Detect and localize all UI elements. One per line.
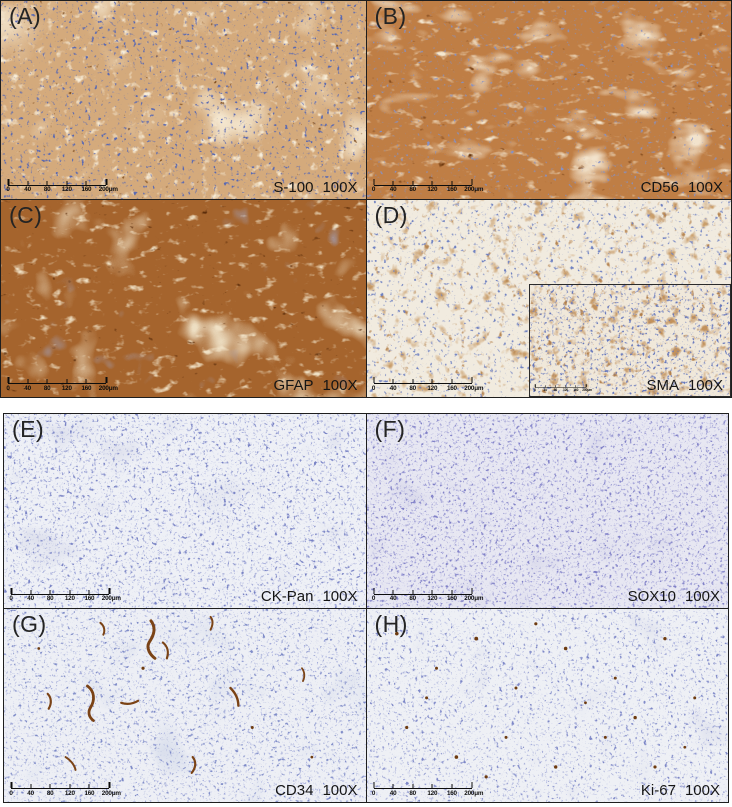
- scale-bar-ruler: [10, 587, 110, 595]
- scale-bar: 0 40 80 120 160 200μm: [6, 377, 118, 392]
- stain-name: CD34: [275, 782, 314, 799]
- figure-block-bottom: (E) 0 40 80 120 160 200μm CK-Pan 100X (F) 0 40…: [3, 413, 729, 803]
- micrograph-image-gfap: [1, 199, 366, 397]
- scale-bar-ruler: [373, 377, 473, 384]
- micrograph-image-ckpan: [4, 414, 366, 608]
- scale-bar-labels: 0 40 80 120 160 200μm: [371, 789, 484, 797]
- stain-label: CD34 100X: [275, 782, 357, 799]
- stain-label: CK-Pan 100X: [261, 588, 358, 605]
- micrograph-image-sox10: [366, 414, 728, 608]
- stain-name: SMA: [646, 377, 679, 394]
- positive-nuclei-dots: [394, 621, 696, 778]
- panel-a-s100: (A) 0 40 80 120 160 200μm S-100 100X: [1, 1, 366, 199]
- magnification: 100X: [322, 178, 358, 196]
- panel-letter: (H): [374, 610, 408, 637]
- panel-letter: (B): [374, 3, 407, 29]
- micrograph-image-cd56: [366, 1, 731, 199]
- vessel-paths: [46, 615, 306, 774]
- scale-bar-ruler: [373, 587, 473, 595]
- stain-name: CD56: [640, 178, 679, 196]
- scale-bar: 0 40 80 120 160 200μm: [534, 384, 593, 392]
- micrograph-image-s100: [1, 1, 366, 199]
- stain-label: SMA 100X: [646, 377, 723, 394]
- scale-bar-ruler: [10, 782, 110, 789]
- micrograph-image-sma-inset: [530, 285, 730, 396]
- scale-bar-ruler: [534, 384, 587, 388]
- magnification: 100X: [322, 782, 358, 799]
- scale-bar: 0 40 80 120 160 200μm: [371, 178, 484, 194]
- scale-bar-labels: 0 40 80 120 160 200μm: [6, 384, 118, 392]
- stain-label: Ki-67 100X: [641, 782, 720, 799]
- scale-bar-ruler: [373, 782, 473, 789]
- stain-label: CD56 100X: [641, 179, 723, 196]
- micrograph-image-cd34: [4, 608, 366, 802]
- magnification: 100X: [684, 587, 720, 605]
- stain-label: S-100 100X: [273, 179, 357, 196]
- stain-name: S-100: [273, 178, 314, 196]
- scale-bar: 0 40 80 120 160 200μm: [371, 587, 484, 603]
- panel-b-cd56: (B) 0 40 80 120 160 200μm CD56 100X: [366, 1, 731, 199]
- scale-bar-labels: 0 40 80 120 160 200μm: [9, 789, 121, 797]
- stain-name: Ki-67: [640, 782, 676, 799]
- scale-bar: 0 40 80 120 160 200μm: [371, 377, 484, 392]
- panel-letter: (C): [9, 201, 43, 228]
- figure-block-top: (A) 0 40 80 120 160 200μm S-100 100X (B) 0 40 8…: [0, 0, 732, 398]
- panel-c-gfap: (C) 0 40 80 120 160 200μm GFAP 100X: [1, 199, 366, 397]
- stain-name: CK-Pan: [260, 587, 314, 605]
- sma-high-power-inset: 0 40 80 120 160 200μm SMA 100X: [529, 284, 731, 397]
- panel-f-sox10: (F) 0 40 80 120 160 200μm SOX10 100X: [366, 414, 728, 608]
- scale-bar-labels: 0 40 80 120 160 200μm: [534, 388, 593, 392]
- stain-name: GFAP: [273, 377, 314, 394]
- panel-letter: (D): [374, 201, 408, 228]
- panel-d-sma: (D) 0 40 80 120 160 200μm 0 40 80 120 160 200μm SM…: [366, 199, 731, 397]
- scale-bar-ruler: [7, 178, 107, 186]
- scale-bar: 0 40 80 120 160 200μm: [371, 782, 484, 797]
- magnification: 100X: [322, 587, 358, 605]
- panel-e-ckpan: (E) 0 40 80 120 160 200μm CK-Pan 100X: [4, 414, 366, 608]
- magnification: 100X: [322, 377, 358, 394]
- scale-bar-ruler: [373, 178, 473, 186]
- scale-bar-labels: 0 40 80 120 160 200μm: [371, 384, 484, 392]
- scale-bar: 0 40 80 120 160 200μm: [6, 178, 118, 194]
- scale-bar-ruler: [7, 377, 107, 384]
- panel-h-ki67: (H) 0 40 80 120 160 200μm Ki-67 100X: [366, 608, 728, 802]
- positive-nuclei-dots: [37, 646, 314, 758]
- stain-label: GFAP 100X: [273, 377, 357, 394]
- panel-letter: (E): [12, 416, 45, 442]
- magnification: 100X: [687, 377, 723, 394]
- panel-g-cd34: (G) 0 40 80 120 160 200μm CD34 100X: [4, 608, 366, 802]
- scale-bar: 0 40 80 120 160 200μm: [9, 782, 121, 797]
- micrograph-image-ki67: [366, 608, 728, 802]
- scale-bar-labels: 0 40 80 120 160 200μm: [371, 186, 484, 193]
- magnification: 100X: [684, 782, 720, 799]
- scale-bar-labels: 0 40 80 120 160 200μm: [371, 595, 484, 602]
- scale-bar: 0 40 80 120 160 200μm: [9, 587, 121, 603]
- magnification: 100X: [687, 178, 723, 196]
- stain-name: SOX10: [627, 587, 676, 605]
- scale-bar-labels: 0 40 80 120 160 200μm: [6, 186, 118, 193]
- panel-letter: (G): [12, 610, 47, 637]
- panel-letter: (A): [9, 3, 42, 29]
- stain-label: SOX10 100X: [628, 588, 720, 605]
- scale-bar-labels: 0 40 80 120 160 200μm: [9, 595, 121, 602]
- panel-letter: (F): [374, 416, 406, 442]
